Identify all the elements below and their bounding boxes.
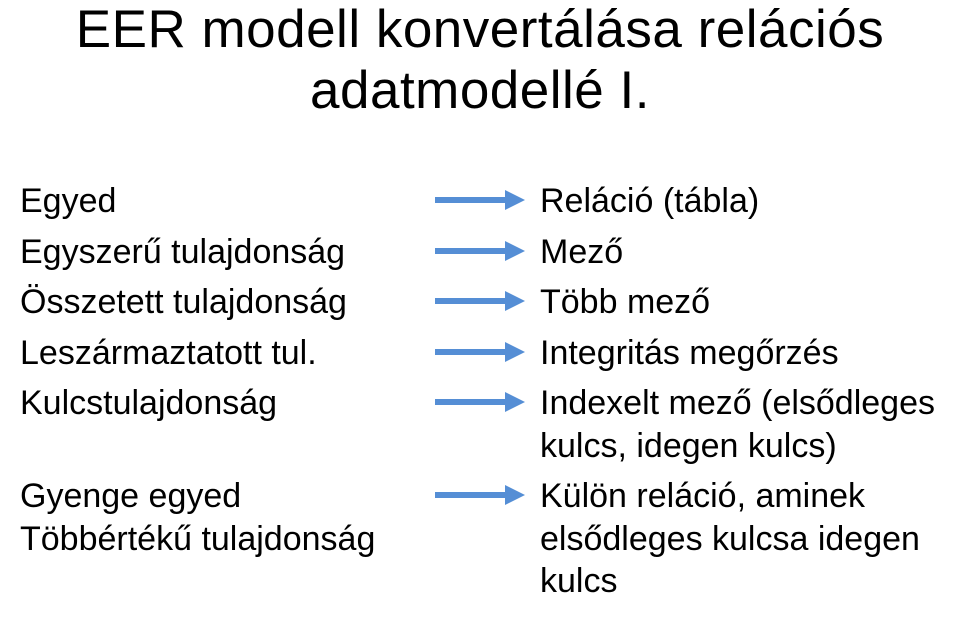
- mapping-row: Összetett tulajdonság Több mező: [20, 281, 940, 324]
- arrow-shaft: [435, 248, 507, 254]
- arrow-head: [505, 485, 525, 505]
- arrow-head: [505, 190, 525, 210]
- mapping-left: Leszármaztatott tul.: [20, 332, 420, 375]
- arrow-icon: [435, 392, 525, 412]
- arrow-cell: [420, 281, 540, 311]
- mapping-left: Egyed: [20, 180, 420, 223]
- mapping-row: Egyed Reláció (tábla): [20, 180, 940, 223]
- arrow-head: [505, 392, 525, 412]
- arrow-shaft: [435, 298, 507, 304]
- arrow-cell: [420, 180, 540, 210]
- title-line-1: EER modell konvertálása relációs: [76, 0, 884, 59]
- arrow-shaft: [435, 399, 507, 405]
- arrow-cell: [420, 475, 540, 505]
- slide-title: EER modell konvertálása relációs adatmod…: [0, 0, 960, 122]
- arrow-cell: [420, 332, 540, 362]
- arrow-head: [505, 291, 525, 311]
- arrow-icon: [435, 485, 525, 505]
- mapping-left: Gyenge egyed Többértékű tulajdonság: [20, 475, 420, 560]
- mapping-left: Kulcstulajdonság: [20, 382, 420, 425]
- mapping-right: Több mező: [540, 281, 940, 324]
- arrow-icon: [435, 190, 525, 210]
- mapping-left: Egyszerű tulajdonság: [20, 231, 420, 274]
- mapping-right: Indexelt mező (elsődleges kulcs, idegen …: [540, 382, 940, 467]
- slide-body: Egyed Reláció (tábla) Egyszerű tulajdons…: [20, 180, 940, 611]
- mapping-right: Mező: [540, 231, 940, 274]
- mapping-row: Leszármaztatott tul. Integritás megőrzés: [20, 332, 940, 375]
- arrow-shaft: [435, 197, 507, 203]
- mapping-right: Reláció (tábla): [540, 180, 940, 223]
- slide: EER modell konvertálása relációs adatmod…: [0, 0, 960, 628]
- mapping-row: Kulcstulajdonság Indexelt mező (elsődleg…: [20, 382, 940, 467]
- arrow-cell: [420, 231, 540, 261]
- mapping-right: Külön reláció, aminek elsődleges kulcsa …: [540, 475, 940, 603]
- arrow-shaft: [435, 492, 507, 498]
- mapping-row: Gyenge egyed Többértékű tulajdonság Külö…: [20, 475, 940, 603]
- arrow-shaft: [435, 349, 507, 355]
- title-line-2: adatmodellé I.: [310, 61, 650, 120]
- mapping-left: Összetett tulajdonság: [20, 281, 420, 324]
- arrow-icon: [435, 342, 525, 362]
- arrow-icon: [435, 241, 525, 261]
- arrow-cell: [420, 382, 540, 412]
- arrow-head: [505, 241, 525, 261]
- arrow-head: [505, 342, 525, 362]
- arrow-icon: [435, 291, 525, 311]
- mapping-right: Integritás megőrzés: [540, 332, 940, 375]
- mapping-row: Egyszerű tulajdonság Mező: [20, 231, 940, 274]
